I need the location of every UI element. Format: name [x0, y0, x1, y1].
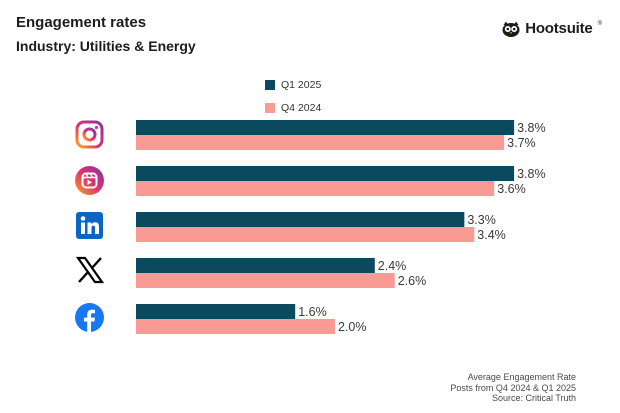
x-icon [75, 256, 105, 284]
brand-logo: Hootsuite ® [502, 20, 602, 37]
data-label-facebook-q4-2024: 2.0% [338, 320, 367, 334]
chart-subtitle: Industry: Utilities & Energy [16, 38, 196, 54]
bar-group-instagram: 3.8%3.7% [136, 120, 546, 150]
footnote-source: Source: Critical Truth [491, 393, 576, 403]
bar-instagram-q4-2024 [136, 135, 505, 150]
bar-x-q4-2024 [136, 273, 395, 288]
bar-linkedin-q1-2025 [136, 212, 465, 227]
data-label-facebook-q1-2025: 1.6% [298, 305, 327, 319]
owl-icon [502, 21, 520, 37]
legend-label-q1-2025: Q1 2025 [281, 79, 322, 91]
chart-title: Engagement rates [16, 14, 147, 31]
instagram-icon [75, 120, 104, 149]
bar-instagram-q1-2025 [136, 120, 515, 135]
bar-group-linkedin: 3.3%3.4% [136, 212, 506, 242]
legend-item-q4-2024: Q4 2024 [265, 99, 321, 117]
data-label-instagram-reels-q4-2024: 3.6% [497, 182, 526, 196]
chart-legend: Q1 2025 Q4 2024 [265, 76, 321, 122]
footnote: Average Engagement Rate Posts from Q4 20… [450, 372, 576, 404]
bar-group-instagram-reels: 3.8%3.6% [136, 166, 546, 196]
legend-item-q1-2025: Q1 2025 [265, 76, 321, 94]
data-label-instagram-q4-2024: 3.7% [507, 136, 536, 150]
linkedin-icon [76, 212, 103, 239]
bar-x-q1-2025 [136, 258, 375, 273]
legend-swatch-q4-2024 [265, 103, 275, 113]
bar-instagram-reels-q4-2024 [136, 181, 495, 196]
data-label-linkedin-q4-2024: 3.4% [477, 228, 506, 242]
legend-swatch-q1-2025 [265, 80, 275, 90]
footnote-period: Posts from Q4 2024 & Q1 2025 [450, 382, 576, 393]
bar-instagram-reels-q1-2025 [136, 166, 515, 181]
data-label-instagram-q1-2025: 3.8% [517, 121, 546, 135]
bar-group-facebook: 1.6% 2.0% [136, 304, 367, 334]
bar-linkedin-q4-2024 [136, 227, 475, 242]
brand-registered-mark: ® [597, 20, 602, 27]
data-label-x-q1-2025: 2.4% [378, 259, 407, 273]
bar-group-x: 2.4%2.6% [136, 258, 426, 288]
footnote-metric: Average Engagement Rate [467, 372, 576, 382]
data-label-linkedin-q1-2025: 3.3% [467, 213, 496, 227]
instagram-reels-icon [75, 166, 104, 195]
bar-facebook-q4-2024 [136, 319, 335, 334]
legend-label-q4-2024: Q4 2024 [281, 102, 322, 114]
facebook-icon [75, 303, 104, 332]
data-label-instagram-reels-q1-2025: 3.8% [517, 167, 546, 181]
data-label-x-q4-2024: 2.6% [398, 274, 427, 288]
bar-facebook-q1-2025 [136, 304, 296, 319]
brand-name: Hootsuite [525, 20, 593, 37]
